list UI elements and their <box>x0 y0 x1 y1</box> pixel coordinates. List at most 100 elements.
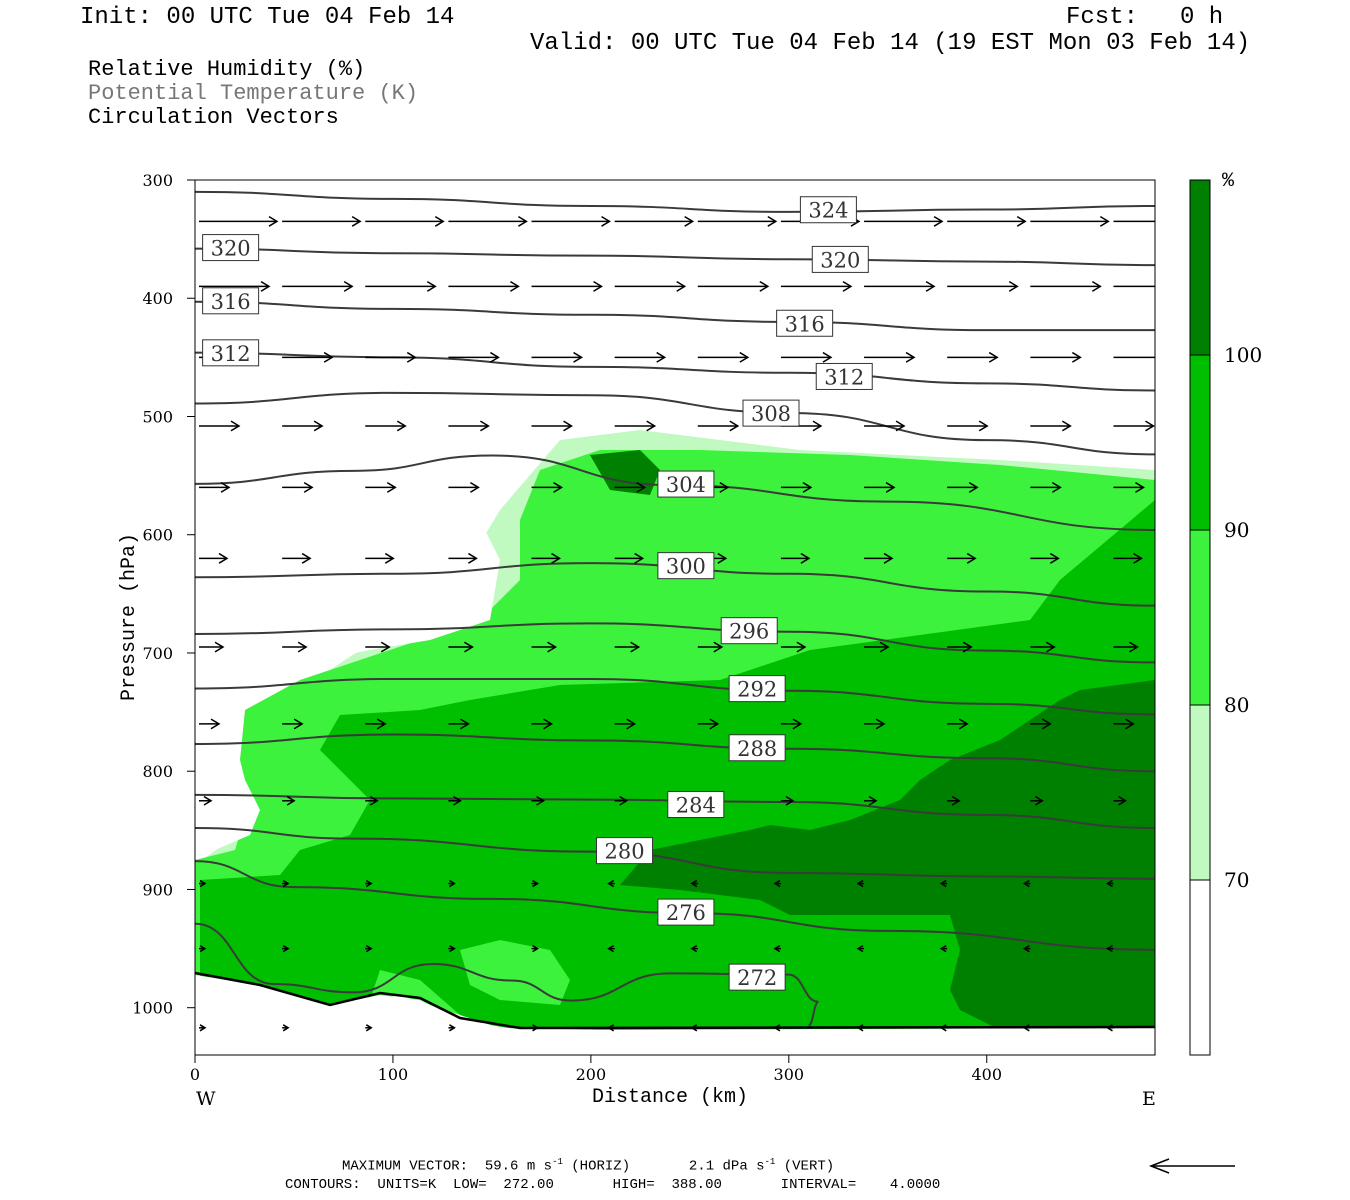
svg-text:280: 280 <box>604 840 644 864</box>
circulation-vector <box>448 795 462 806</box>
circulation-vector <box>856 879 865 888</box>
circulation-vector <box>531 351 583 363</box>
rh-clear-gap <box>195 770 260 860</box>
circulation-vector <box>282 481 314 493</box>
circulation-vector <box>282 420 324 432</box>
circulation-vector <box>531 795 545 806</box>
theta-contour-272 <box>195 922 820 1027</box>
circulation-vector <box>939 879 948 888</box>
circulation-vector <box>607 879 615 888</box>
circulation-vector <box>448 481 480 493</box>
circulation-vector <box>864 351 916 363</box>
theta-contour-304 <box>195 454 1155 531</box>
circulation-vector <box>1113 552 1143 564</box>
terrain-line <box>195 971 1155 1030</box>
circulation-vector <box>531 420 573 432</box>
circulation-vector <box>1113 718 1135 730</box>
svg-text:308: 308 <box>751 402 791 426</box>
footer-max-vector: MAXIMUM VECTOR: 59.6 m s-1 (HORIZ) 2.1 d… <box>342 1157 835 1175</box>
theta-label-288: 288 <box>728 734 786 762</box>
rh-clear-gap <box>195 470 500 720</box>
x-tick-label: 0 <box>190 1065 200 1084</box>
circulation-vector <box>1030 420 1072 432</box>
circulation-vector <box>1030 795 1044 806</box>
theta-contour-312 <box>195 351 1155 392</box>
circulation-vector <box>531 718 553 730</box>
circulation-vector <box>947 280 1019 292</box>
circulation-vector <box>365 795 379 806</box>
west-label: W <box>196 1088 216 1110</box>
circulation-vector <box>614 351 667 363</box>
circulation-vector <box>282 351 334 363</box>
circulation-vector <box>947 718 969 730</box>
y-tick-label: 1000 <box>132 999 173 1018</box>
plot-frame <box>194 179 1156 1056</box>
svg-text:292: 292 <box>737 678 777 702</box>
circulation-vector <box>365 280 437 292</box>
circulation-vector <box>864 280 936 292</box>
y-tick-label: 300 <box>142 171 173 190</box>
circulation-vector <box>282 718 304 730</box>
circulation-vector <box>531 280 603 292</box>
theta-label-300: 300 <box>657 552 715 580</box>
theta-label-320: 320 <box>811 245 869 273</box>
title-rh: Relative Humidity (%) <box>88 57 366 82</box>
circulation-vector <box>864 641 890 653</box>
circulation-vector <box>690 944 698 953</box>
circulation-vector <box>448 351 500 363</box>
circulation-vector <box>780 280 853 292</box>
svg-text:316: 316 <box>211 290 251 314</box>
circulation-vector <box>780 552 811 564</box>
y-tick-label: 800 <box>142 762 173 781</box>
circulation-vector <box>448 641 474 653</box>
circulation-vector <box>1113 481 1145 493</box>
circulation-vector <box>697 420 740 432</box>
svg-text:316: 316 <box>785 312 825 336</box>
circulation-vector <box>199 481 231 493</box>
svg-text:284: 284 <box>676 794 716 818</box>
svg-text:324: 324 <box>808 199 848 223</box>
theta-label-284: 284 <box>667 791 725 819</box>
circulation-vector <box>939 944 948 953</box>
y-tick-label: 700 <box>142 644 173 663</box>
circulation-vector <box>614 215 695 227</box>
rh-shade-region <box>620 680 1155 1030</box>
circulation-vector <box>690 1024 698 1032</box>
circulation-vector <box>614 280 687 292</box>
theta-label-308: 308 <box>742 399 800 427</box>
circulation-vector <box>773 1024 781 1032</box>
circulation-vector <box>531 944 539 953</box>
circulation-vector <box>365 718 387 730</box>
circulation-vector <box>1113 641 1139 653</box>
circulation-vector <box>1106 944 1114 953</box>
theta-contour-316 <box>195 300 1155 332</box>
circulation-vector <box>697 280 770 292</box>
y-tick-label: 400 <box>142 289 173 308</box>
circulation-vector <box>1113 220 1155 223</box>
theta-label-316: 316 <box>776 309 834 337</box>
x-tick-label: 400 <box>971 1065 1002 1084</box>
circulation-vector <box>856 944 865 953</box>
svg-text:312: 312 <box>824 365 864 389</box>
circulation-vector <box>199 718 221 730</box>
circulation-vector <box>531 1024 539 1032</box>
circulation-vector <box>780 718 803 730</box>
y-tick-label: 900 <box>142 880 173 899</box>
circulation-vector <box>1113 420 1155 432</box>
circulation-vector <box>947 481 979 493</box>
max-vector-vert: 2.1 dPa s <box>688 1158 765 1175</box>
theta-label-280: 280 <box>596 837 654 865</box>
theta-label-320: 320 <box>202 234 260 262</box>
circulation-vector <box>614 718 637 730</box>
circulation-vector <box>365 351 417 363</box>
circulation-vector <box>1030 481 1062 493</box>
circulation-vector <box>199 420 241 432</box>
colorbar-segment <box>1190 880 1210 1055</box>
circulation-vector <box>531 481 563 493</box>
circulation-vector <box>282 944 290 953</box>
circulation-vector <box>199 215 279 227</box>
circulation-vector <box>607 1024 615 1032</box>
circulation-vector <box>780 481 813 493</box>
circulation-vector <box>773 879 781 888</box>
